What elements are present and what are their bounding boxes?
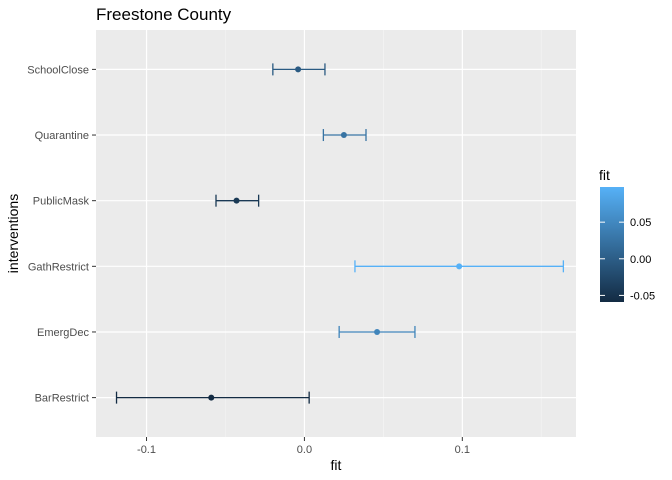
y-axis: SchoolClose Quarantine PublicMask GathRestr…: [27, 64, 96, 405]
legend-tick-label: -0.05: [630, 290, 655, 302]
y-tick-label: GathRestrict: [28, 261, 89, 273]
x-axis: -0.1 0.0 0.1: [137, 437, 470, 456]
fit-point: [208, 394, 215, 401]
chart-title: Freestone County: [96, 5, 232, 24]
fit-point: [456, 263, 463, 270]
legend-ticks: 0.05 0.00 -0.05: [600, 217, 655, 302]
legend-colorbar: [600, 187, 624, 302]
x-tick-label: -0.1: [137, 444, 156, 456]
y-tick-label: PublicMask: [33, 196, 90, 208]
x-axis-title: fit: [331, 457, 342, 473]
minor-gridlines: [225, 30, 542, 437]
fit-point: [295, 66, 302, 73]
y-tick-label: SchoolClose: [27, 64, 89, 76]
y-tick-label: BarRestrict: [35, 393, 89, 405]
x-tick-label: 0.1: [455, 444, 470, 456]
legend: fit 0.05 0.00 -0.05: [599, 167, 655, 302]
data-marks: [115, 63, 565, 404]
legend-tick-label: 0.05: [630, 217, 651, 229]
y-tick-label: EmergDec: [37, 327, 89, 339]
plot-panel: [96, 30, 576, 437]
x-tick-label: 0.0: [297, 444, 312, 456]
fit-point: [374, 328, 381, 335]
y-tick-label: Quarantine: [35, 130, 89, 142]
legend-title: fit: [599, 167, 610, 183]
fit-point: [340, 132, 347, 139]
legend-tick-label: 0.00: [630, 254, 651, 266]
y-axis-title: interventions: [5, 194, 21, 273]
fit-point: [233, 197, 240, 204]
